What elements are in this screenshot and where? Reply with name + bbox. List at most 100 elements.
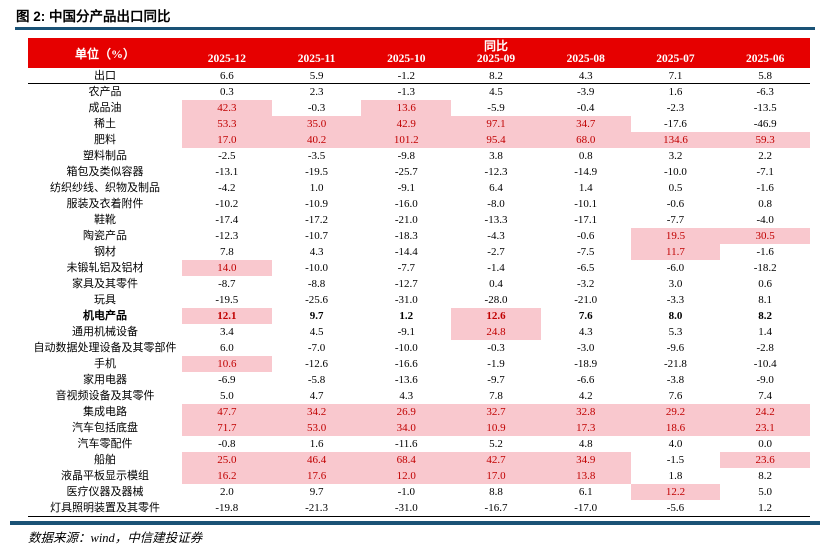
value-cell: 4.0 bbox=[668, 438, 683, 450]
value-cell: 34.0 bbox=[361, 420, 452, 436]
value-cell: 26.9 bbox=[361, 404, 452, 420]
value-cell: -7.0 bbox=[307, 342, 326, 354]
value-cell: 0.4 bbox=[489, 278, 503, 290]
value-cell: 4.3 bbox=[399, 390, 414, 402]
column-header: 2025-12 bbox=[207, 53, 247, 65]
value-cell: 5.8 bbox=[758, 70, 773, 82]
value-cell: -10.2 bbox=[215, 198, 239, 210]
value-cell: -10.0 bbox=[305, 262, 329, 274]
value-cell: 25.0 bbox=[182, 452, 272, 468]
value-cell: 42.3 bbox=[182, 100, 272, 116]
row-label: 鞋靴 bbox=[94, 214, 116, 226]
table-row: 玩具 -19.5 -25.6 -31.0 -28.0 -21.0 -3.3 8.1 bbox=[28, 292, 810, 308]
row-label: 陶瓷产品 bbox=[83, 230, 127, 242]
value-cell: 0.8 bbox=[578, 150, 593, 162]
value-cell: -6.3 bbox=[756, 86, 774, 98]
value-cell: 8.0 bbox=[668, 310, 683, 322]
row-label: 医疗仪器及器械 bbox=[66, 486, 144, 498]
table-row: 自动数据处理设备及其零部件 6.0 -7.0 -10.0 -0.3 -3.0 -9.6 -2.… bbox=[28, 340, 810, 356]
value-cell: -6.0 bbox=[666, 262, 685, 274]
column-header: 2025-10 bbox=[387, 53, 426, 65]
table-row: 通用机械设备 3.4 4.5 -9.1 24.8 4.3 5.3 1.4 bbox=[28, 324, 810, 340]
value-cell: -9.8 bbox=[397, 150, 415, 162]
table-row: 医疗仪器及器械 2.0 9.7 -1.0 8.8 6.1 12.2 5.0 bbox=[28, 484, 810, 500]
value-cell: -7.7 bbox=[666, 214, 685, 226]
value-cell: 24.2 bbox=[720, 404, 811, 420]
value-cell: 11.7 bbox=[630, 244, 721, 260]
value-cell: 32.8 bbox=[540, 404, 631, 420]
table-row: 成品油 42.3 -0.3 13.6 -5.9 -0.4 -2.3 -13.5 bbox=[28, 100, 810, 116]
value-cell: 4.2 bbox=[578, 390, 593, 402]
value-cell: 47.7 bbox=[182, 404, 272, 420]
value-cell: 0.0 bbox=[758, 438, 773, 450]
value-cell: 6.0 bbox=[219, 342, 234, 354]
value-cell: -0.8 bbox=[218, 438, 236, 450]
value-cell: -2.8 bbox=[756, 342, 774, 354]
value-cell: 1.2 bbox=[399, 310, 414, 322]
value-cell: -3.9 bbox=[577, 86, 595, 98]
month-row: 2025-12 2025-11 2025-10 2025-09 2025-08 2025-… bbox=[182, 52, 810, 68]
value-cell: 10.6 bbox=[182, 356, 272, 372]
value-cell: 8.8 bbox=[489, 486, 503, 498]
value-cell: -14.9 bbox=[574, 166, 598, 178]
value-cell: -18.9 bbox=[574, 358, 598, 370]
row-label: 自动数据处理设备及其零部件 bbox=[33, 342, 177, 354]
value-cell: 53.0 bbox=[271, 420, 362, 436]
row-label: 汽车零配件 bbox=[77, 438, 133, 450]
value-cell: 7.6 bbox=[668, 390, 683, 402]
value-cell: 4.3 bbox=[309, 246, 324, 258]
table-row: 液晶平板显示模组 16.2 17.6 12.0 17.0 13.8 1.8 8.2 bbox=[28, 468, 810, 484]
value-cell: -1.4 bbox=[487, 262, 505, 274]
value-cell: 6.6 bbox=[219, 70, 234, 82]
value-cell: 1.8 bbox=[668, 470, 683, 482]
table-row: 家用电器 -6.9 -5.8 -13.6 -9.7 -6.6 -3.8 -9.0 bbox=[28, 372, 810, 388]
value-cell: 46.4 bbox=[271, 452, 362, 468]
bottom-divider bbox=[10, 521, 820, 525]
value-cell: -12.6 bbox=[305, 358, 329, 370]
row-label: 机电产品 bbox=[83, 310, 127, 322]
table-row: 汽车包括底盘 71.7 53.0 34.0 10.9 17.3 18.6 23.1 bbox=[28, 420, 811, 436]
value-cell: -9.1 bbox=[397, 182, 415, 194]
value-cell: 5.9 bbox=[309, 70, 324, 82]
value-cell: -21.0 bbox=[394, 214, 418, 226]
value-cell: 3.8 bbox=[489, 150, 503, 162]
value-cell: -2.3 bbox=[666, 102, 685, 114]
top-divider bbox=[15, 27, 815, 30]
value-cell: 30.5 bbox=[720, 228, 811, 244]
value-cell: 97.1 bbox=[451, 116, 541, 132]
value-cell: 14.0 bbox=[182, 260, 272, 276]
value-cell: 17.0 bbox=[451, 468, 541, 484]
value-cell: -17.0 bbox=[574, 502, 598, 514]
value-cell: 5.2 bbox=[489, 438, 503, 450]
value-cell: 5.3 bbox=[668, 326, 683, 338]
table-row: 肥料 17.0 40.2 101.2 95.4 68.0 134.6 59.3 bbox=[28, 132, 811, 148]
value-cell: -0.3 bbox=[307, 102, 326, 114]
value-cell: -46.9 bbox=[753, 118, 777, 130]
value-cell: -9.0 bbox=[756, 374, 774, 386]
value-cell: -4.2 bbox=[218, 182, 236, 194]
row-label: 稀土 bbox=[94, 118, 116, 130]
value-cell: 0.6 bbox=[758, 278, 773, 290]
value-cell: 95.4 bbox=[451, 132, 541, 148]
value-cell: 18.6 bbox=[630, 420, 721, 436]
value-cell: -18.3 bbox=[394, 230, 418, 242]
value-cell: -6.6 bbox=[577, 374, 595, 386]
value-cell: 34.9 bbox=[540, 452, 631, 468]
table-row: 鞋靴 -17.4 -17.2 -21.0 -13.3 -17.1 -7.7 -4.0 bbox=[28, 212, 810, 228]
value-cell: 4.5 bbox=[309, 326, 324, 338]
value-cell: 34.2 bbox=[271, 404, 362, 420]
value-cell: 1.0 bbox=[309, 182, 324, 194]
table-row: 服装及衣着附件 -10.2 -10.9 -16.0 -8.0 -10.1 -0.6 0.8 bbox=[28, 196, 810, 212]
value-cell: -0.6 bbox=[666, 198, 685, 210]
value-cell: -5.8 bbox=[307, 374, 326, 386]
header-right: 同比 2025-12 2025-11 2025-10 2025-09 2025-08 20… bbox=[182, 38, 810, 68]
value-cell: -3.8 bbox=[666, 374, 685, 386]
table-row: 农产品 0.3 2.3 -1.3 4.5 -3.9 1.6 -6.3 bbox=[28, 84, 810, 100]
value-cell: -10.1 bbox=[574, 198, 598, 210]
value-cell: 17.3 bbox=[540, 420, 631, 436]
value-cell: -1.5 bbox=[666, 454, 685, 466]
value-cell: 8.2 bbox=[489, 70, 503, 82]
value-cell: -16.6 bbox=[394, 358, 418, 370]
row-label: 肥料 bbox=[94, 134, 116, 146]
column-header: 2025-11 bbox=[297, 53, 336, 65]
